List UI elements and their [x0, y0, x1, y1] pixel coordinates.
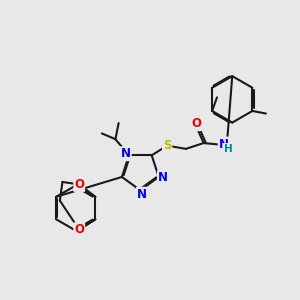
Text: H: H	[224, 144, 233, 154]
Text: N: N	[121, 147, 131, 160]
Text: O: O	[74, 178, 84, 191]
Text: N: N	[158, 171, 168, 184]
Text: O: O	[191, 117, 201, 130]
Text: N: N	[137, 188, 147, 201]
Text: N: N	[219, 137, 229, 151]
Text: S: S	[163, 139, 171, 152]
Text: O: O	[74, 223, 84, 236]
